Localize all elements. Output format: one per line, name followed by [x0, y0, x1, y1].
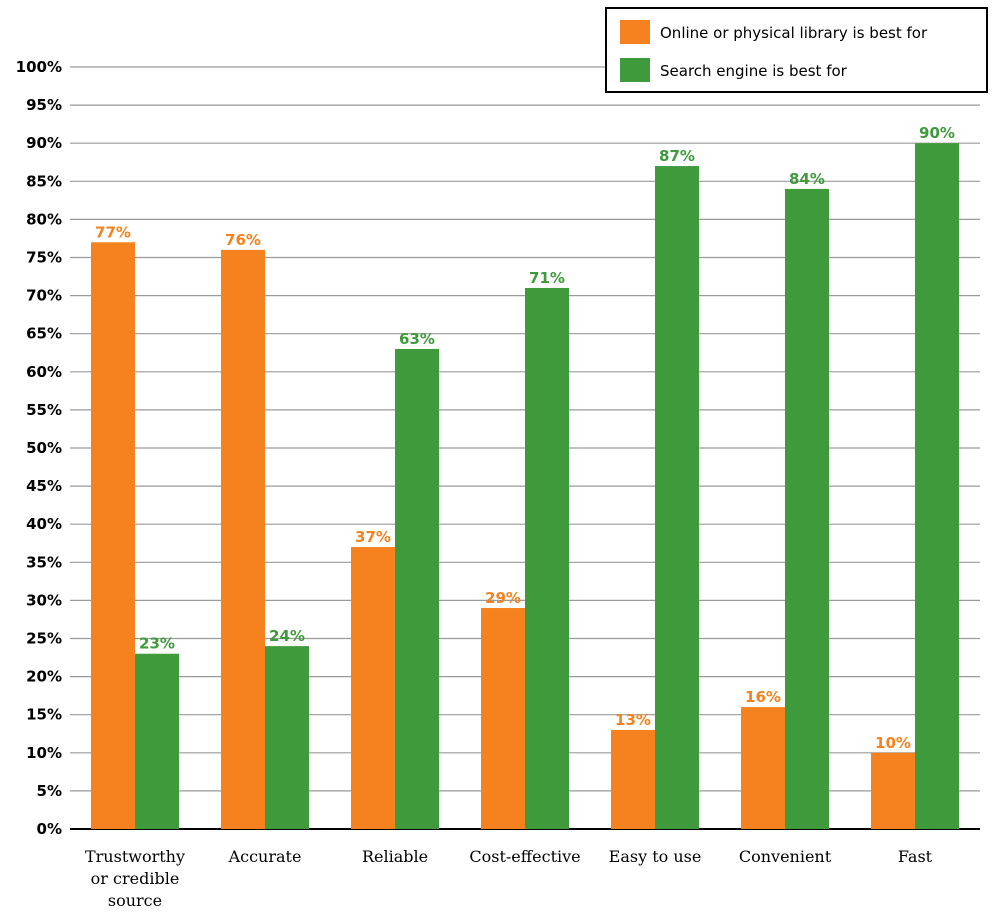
y-tick-label: 75%: [26, 249, 62, 267]
y-tick-label: 100%: [16, 58, 62, 76]
data-label-search-engine: 63%: [399, 330, 435, 348]
y-tick-label: 70%: [26, 287, 62, 305]
y-tick-label: 25%: [26, 630, 62, 648]
category-label: Fast: [898, 847, 933, 866]
data-label-library: 76%: [225, 231, 261, 249]
bar-library: [611, 729, 655, 829]
y-tick-label: 85%: [26, 172, 62, 190]
y-tick-label: 80%: [26, 210, 62, 228]
bar-search-engine: [525, 287, 569, 830]
y-tick-label: 15%: [26, 706, 62, 724]
category-label: Reliable: [362, 847, 428, 866]
bar-library: [351, 547, 395, 829]
y-tick-label: 60%: [26, 363, 62, 381]
y-tick-label: 30%: [26, 591, 62, 609]
legend: Online or physical library is best for S…: [605, 7, 988, 93]
legend-box: [605, 7, 988, 93]
y-tick-label: 50%: [26, 439, 62, 457]
category-label: or credible: [91, 869, 180, 888]
bar-library: [871, 752, 915, 829]
y-tick-label: 65%: [26, 325, 62, 343]
y-tick-label: 35%: [26, 553, 62, 571]
bar-library: [91, 242, 135, 829]
category-label: Trustworthy: [85, 847, 185, 866]
y-tick-label: 45%: [26, 477, 62, 495]
bar-library: [221, 249, 265, 829]
data-label-search-engine: 24%: [269, 627, 305, 645]
data-label-search-engine: 71%: [529, 269, 565, 287]
category-labels: Trustworthy or credible source Accurate Reli…: [85, 847, 933, 910]
y-tick-label: 0%: [37, 820, 62, 838]
data-label-library: 77%: [95, 223, 131, 241]
bar-search-engine: [915, 143, 959, 829]
data-label-search-engine: 87%: [659, 147, 695, 165]
legend-swatch-search-engine: [620, 58, 650, 82]
category-label: Easy to use: [609, 847, 702, 866]
bar-search-engine: [265, 646, 309, 829]
category-label: Convenient: [739, 847, 832, 866]
bars: [91, 143, 959, 830]
y-tick-label: 90%: [26, 134, 62, 152]
y-tick-label: 40%: [26, 515, 62, 533]
category-label: Cost-effective: [469, 847, 580, 866]
bar-library: [741, 707, 785, 829]
y-tick-label: 55%: [26, 401, 62, 419]
legend-label-search-engine: Search engine is best for: [660, 62, 848, 80]
data-label-search-engine: 23%: [139, 635, 175, 653]
data-label-library: 13%: [615, 711, 651, 729]
y-tick-label: 10%: [26, 744, 62, 762]
bar-search-engine: [785, 188, 829, 830]
data-label-search-engine: 84%: [789, 170, 825, 188]
bar-search-engine: [655, 166, 699, 829]
data-label-library: 37%: [355, 528, 391, 546]
y-tick-label: 95%: [26, 96, 62, 114]
bar-search-engine: [395, 348, 439, 829]
category-label: source: [108, 891, 162, 910]
data-label-library: 16%: [745, 688, 781, 706]
legend-label-library: Online or physical library is best for: [660, 24, 928, 42]
y-tick-label: 5%: [37, 782, 62, 800]
data-label-search-engine: 90%: [919, 124, 955, 142]
data-label-library: 29%: [485, 589, 521, 607]
category-label: Accurate: [228, 847, 302, 866]
data-labels: 77% 23% 76% 24% 37% 63% 29% 71% 13% 87% 16% 84% 10% 9…: [95, 124, 955, 752]
legend-swatch-library: [620, 20, 650, 44]
data-label-library: 10%: [875, 734, 911, 752]
y-tick-label: 20%: [26, 668, 62, 686]
bar-search-engine: [135, 653, 179, 829]
y-axis-tick-labels: 0% 5% 10% 15% 20% 25% 30% 35% 40% 45% 50% 55% 60% 65%…: [16, 58, 62, 838]
bar-library: [481, 608, 525, 829]
